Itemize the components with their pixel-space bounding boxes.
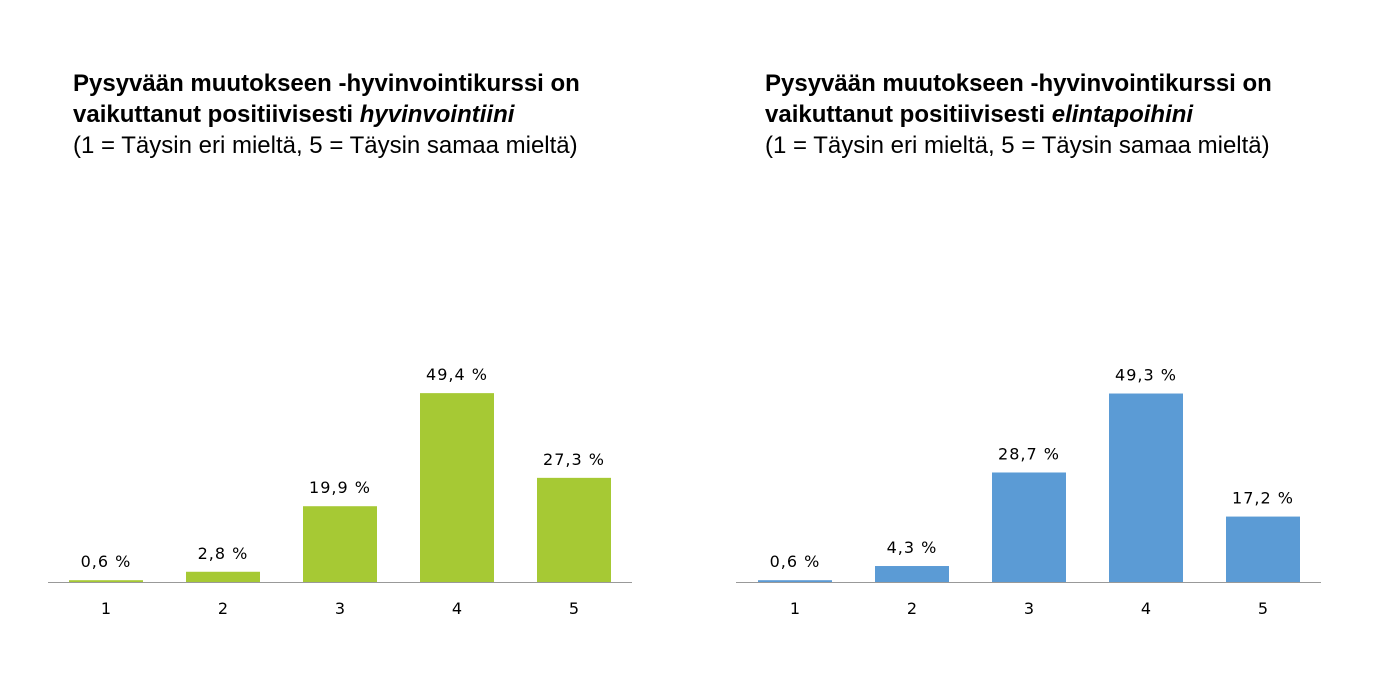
x-tick-label-1: 1 [790, 599, 800, 618]
data-label-4: 49,4 % [426, 365, 488, 384]
x-tick-label-4: 4 [452, 599, 462, 618]
data-label-2: 4,3 % [887, 538, 938, 557]
x-tick-label-5: 5 [569, 599, 579, 618]
bar-5 [537, 477, 611, 583]
title-line-1: Pysyvään muutokseen -hyvinvointikurssi o… [765, 70, 1272, 97]
title-line-1: Pysyvään muutokseen -hyvinvointikurssi o… [73, 70, 580, 97]
x-tick-label-4: 4 [1141, 599, 1151, 618]
x-tick-label-3: 3 [1024, 599, 1034, 618]
bar-4 [420, 393, 494, 583]
bar-2 [875, 566, 949, 583]
bar-3 [992, 472, 1066, 583]
bar-chart-hyvinvointi: 0,6 % 1 2,8 % 2 19,9 % 3 49,4 % 4 27,3 % 5 [48, 365, 632, 618]
data-label-5: 27,3 % [543, 450, 605, 469]
bar-4 [1109, 393, 1183, 583]
data-label-4: 49,3 % [1115, 366, 1177, 385]
chart-title: Pysyvään muutokseen -hyvinvointikurssi o… [73, 68, 580, 161]
x-tick-label-2: 2 [907, 599, 917, 618]
bar-1 [69, 580, 143, 583]
chart-subtitle: (1 = Täysin eri mieltä, 5 = Täysin samaa… [765, 132, 1270, 159]
bar-3 [303, 506, 377, 583]
data-label-1: 0,6 % [81, 552, 132, 571]
data-label-3: 19,9 % [309, 478, 371, 497]
chart-panel-hyvinvointi: Pysyvään muutokseen -hyvinvointikurssi o… [0, 0, 690, 696]
bar-chart-elintavat: 0,6 % 1 4,3 % 2 28,7 % 3 49,3 % 4 17,2 % 5 [736, 366, 1321, 618]
x-tick-label-2: 2 [218, 599, 228, 618]
title-line-2-emphasis: elintapoihini [1051, 101, 1194, 128]
data-label-2: 2,8 % [198, 544, 249, 563]
x-tick-label-1: 1 [101, 599, 111, 618]
x-tick-label-3: 3 [335, 599, 345, 618]
chart-panel-elintavat: Pysyvään muutokseen -hyvinvointikurssi o… [690, 0, 1380, 696]
data-label-1: 0,6 % [770, 552, 821, 571]
title-line-2-prefix: vaikuttanut positiivisesti [765, 101, 1052, 128]
bar-1 [758, 580, 832, 583]
chart-subtitle: (1 = Täysin eri mieltä, 5 = Täysin samaa… [73, 132, 578, 159]
title-line-2-emphasis: hyvinvointiini [359, 101, 515, 128]
bar-2 [186, 571, 260, 583]
bar-5 [1226, 516, 1300, 583]
data-label-5: 17,2 % [1232, 489, 1294, 508]
chart-title: Pysyvään muutokseen -hyvinvointikurssi o… [765, 68, 1272, 161]
x-tick-label-5: 5 [1258, 599, 1268, 618]
data-label-3: 28,7 % [998, 444, 1060, 463]
title-line-2-prefix: vaikuttanut positiivisesti [73, 101, 360, 128]
